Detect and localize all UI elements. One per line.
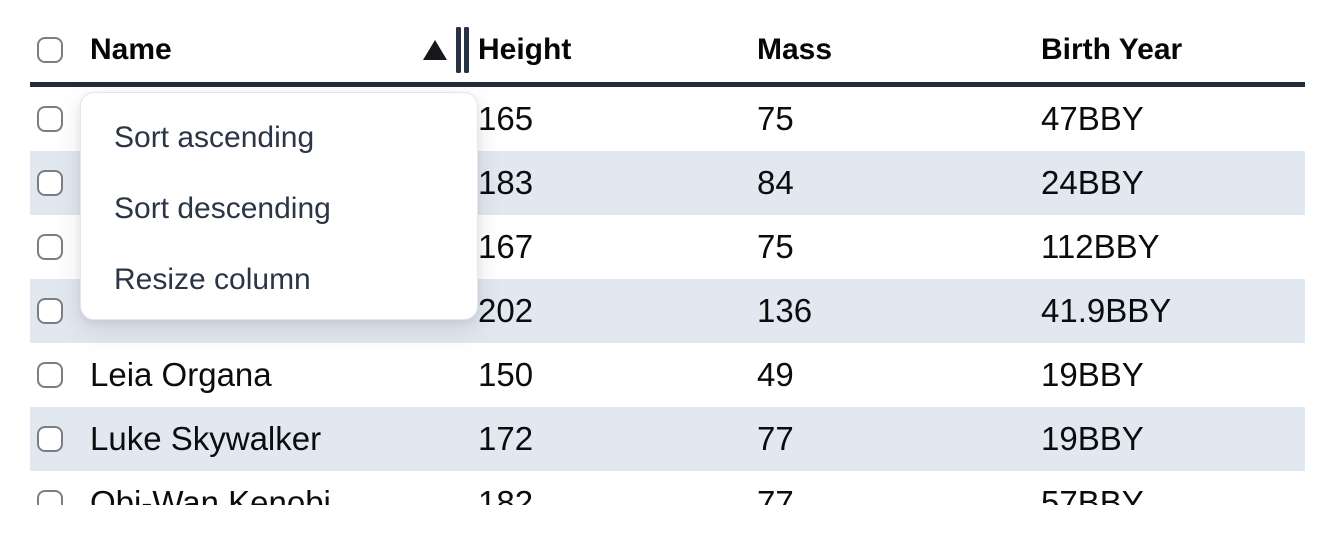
cell-height: 165 [478,100,534,137]
cell-mass: 136 [757,292,813,329]
column-header-mass[interactable]: Mass [757,33,833,66]
cell-height: 202 [478,292,534,329]
cell-height: 172 [478,420,534,457]
table-body: 165 75 47BBY 183 84 24BBY 167 75 112BBY [30,87,1305,505]
table-row: Obi-Wan Kenobi 182 77 57BBY [30,471,1305,505]
table-row: Leia Organa 150 49 19BBY [30,343,1305,407]
sort-ascending-icon [423,40,447,60]
cell-mass: 75 [757,228,794,265]
cell-birth-year: 19BBY [1041,420,1144,457]
cell-height: 182 [478,484,534,505]
column-resize-handle[interactable] [456,27,469,73]
select-all-cell [30,37,90,63]
cell-mass: 84 [757,164,794,201]
cell-mass: 75 [757,100,794,137]
cell-mass: 77 [757,484,794,505]
table-row: 167 75 112BBY [30,215,1305,279]
column-context-menu: Sort ascending Sort descending Resize co… [80,92,478,320]
table-row: 165 75 47BBY [30,87,1305,151]
column-header-height[interactable]: Height [478,33,572,66]
cell-birth-year: 57BBY [1041,484,1144,505]
cell-height: 167 [478,228,534,265]
cell-height: 183 [478,164,534,201]
menu-item-sort-descending[interactable]: Sort descending [114,192,331,225]
table-viewport: Name Height Mass Birth Year 165 75 47BBY… [30,0,1305,505]
row-checkbox[interactable] [37,490,63,505]
row-checkbox[interactable] [37,298,63,324]
table-header-row: Name Height Mass Birth Year [30,0,1305,87]
cell-birth-year: 19BBY [1041,356,1144,393]
cell-birth-year: 41.9BBY [1041,292,1172,329]
cell-mass: 77 [757,420,794,457]
cell-birth-year: 112BBY [1041,228,1160,265]
table-row: Luke Skywalker 172 77 19BBY [30,407,1305,471]
row-checkbox[interactable] [37,170,63,196]
cell-name: Obi-Wan Kenobi [90,484,331,505]
row-checkbox[interactable] [37,362,63,388]
column-header-label: Name [90,33,172,66]
menu-item-resize-column[interactable]: Resize column [114,262,311,296]
select-all-checkbox[interactable] [37,37,63,63]
table-row: 202 136 41.9BBY [30,279,1305,343]
menu-item-sort-ascending[interactable]: Sort ascending [114,121,315,155]
cell-height: 150 [478,356,534,393]
cell-name: Luke Skywalker [90,420,322,457]
row-checkbox[interactable] [37,426,63,452]
row-checkbox[interactable] [37,234,63,260]
cell-mass: 49 [757,356,794,393]
cell-birth-year: 24BBY [1041,164,1144,201]
data-table: Name Height Mass Birth Year 165 75 47BBY… [30,0,1305,505]
column-header-birth-year[interactable]: Birth Year [1041,33,1183,66]
column-header-name[interactable]: Name [90,18,478,82]
row-checkbox[interactable] [37,106,63,132]
cell-birth-year: 47BBY [1041,100,1144,137]
cell-name: Leia Organa [90,356,272,393]
